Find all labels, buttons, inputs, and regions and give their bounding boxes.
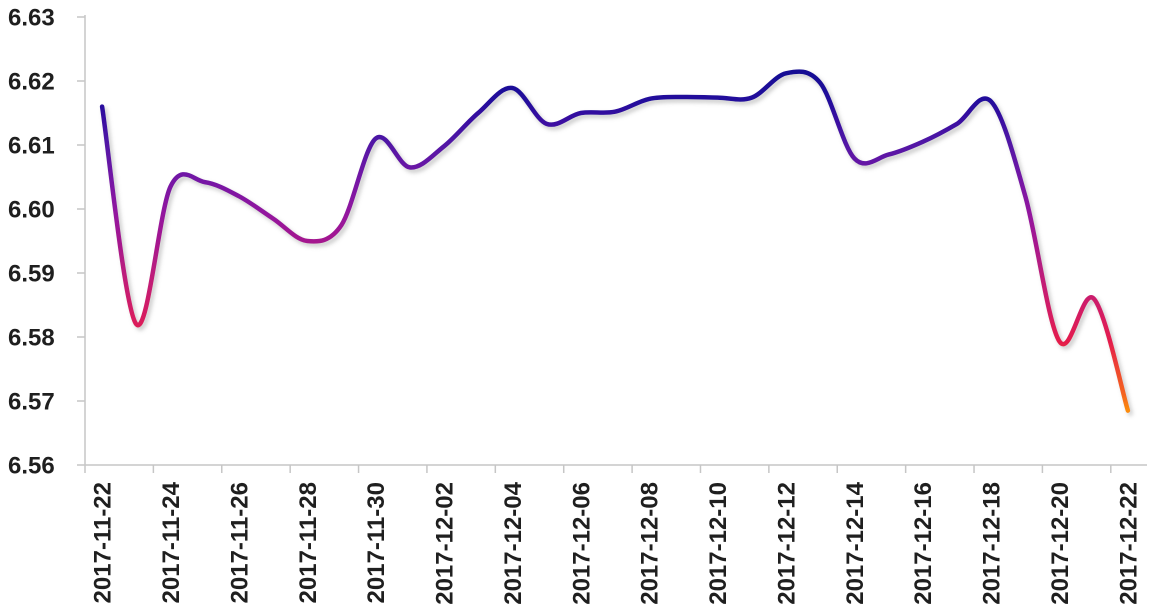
series-line — [99, 69, 1131, 413]
x-tick-label: 2017-12-06 — [568, 482, 595, 605]
y-tick-label: 6.63 — [8, 5, 55, 32]
x-tick-label: 2017-11-26 — [226, 482, 253, 603]
x-tick-label: 2017-12-12 — [773, 482, 800, 605]
x-tick-label: 2017-12-04 — [500, 481, 527, 604]
x-tick-label: 2017-11-28 — [295, 482, 322, 603]
x-tick-label: 2017-12-14 — [842, 481, 869, 604]
y-tick-label: 6.60 — [8, 197, 55, 224]
y-tick-label: 6.56 — [8, 453, 55, 480]
x-tick-label: 2017-12-02 — [432, 482, 459, 605]
x-tick-label: 2017-11-30 — [363, 482, 390, 603]
x-tick-label: 2017-12-08 — [637, 482, 664, 605]
x-tick-label: 2017-11-22 — [90, 482, 117, 603]
y-tick-label: 6.58 — [8, 325, 55, 352]
y-tick-label: 6.61 — [8, 133, 55, 160]
x-tick-label: 2017-12-18 — [979, 482, 1006, 605]
x-tick-label: 2017-12-16 — [910, 482, 937, 605]
axes: 6.56 6.57 6.58 6.59 6.60 6.61 6.62 6.63 2017-11-… — [8, 5, 1147, 605]
y-tick-label: 6.57 — [8, 389, 55, 416]
x-tick-label: 2017-12-10 — [705, 482, 732, 605]
y-tick-label: 6.62 — [8, 69, 55, 96]
x-tick-label: 2017-12-22 — [1115, 482, 1142, 605]
y-tick-label: 6.59 — [8, 261, 55, 288]
x-tick-label: 2017-11-24 — [158, 481, 185, 603]
x-tick-label: 2017-12-20 — [1047, 482, 1074, 605]
